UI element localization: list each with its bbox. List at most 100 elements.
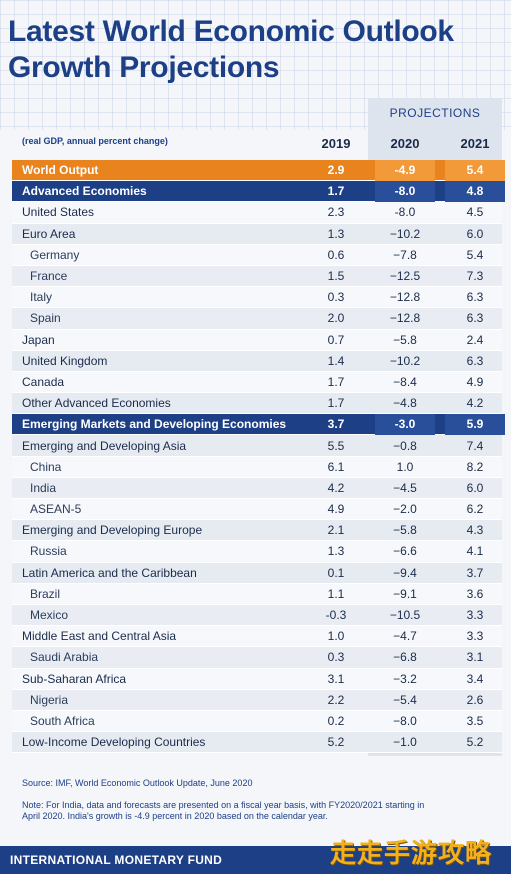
value-cell-2020: −2.0 <box>393 502 417 517</box>
value-cell-2019: 4.2 <box>327 480 345 495</box>
value-cell-2019: 0.7 <box>327 332 345 347</box>
value-cell-2021: 3.3 <box>466 608 484 623</box>
value-cell-2019: 1.4 <box>327 353 345 368</box>
value-cell-2021: 6.2 <box>466 502 484 517</box>
table-row: World Output 2.9 -4.9 5.4 <box>12 159 505 182</box>
table-row: Russia 1.3 −6.6 4.1 <box>12 541 502 563</box>
value-cell-2019: 1.5 <box>327 269 345 284</box>
row-label: Low-Income Developing Countries <box>22 735 206 750</box>
value-cell-2020: −4.5 <box>393 480 417 495</box>
value-cell-2019: 6.1 <box>327 459 345 474</box>
row-label: United Kingdom <box>22 353 108 368</box>
value-cell-2020: −5.4 <box>393 692 417 707</box>
value-cell-2020: −1.0 <box>393 735 417 750</box>
value-cell-2021: 4.3 <box>466 523 484 538</box>
value-cell-2020: −0.8 <box>393 438 417 453</box>
value-cell-2019: 1.7 <box>327 396 345 411</box>
value-cell-2019: 3.7 <box>327 417 345 432</box>
value-cell-2021: 3.1 <box>466 650 484 665</box>
value-cell-2021: 2.4 <box>466 332 484 347</box>
value-cell-2019: 2.3 <box>327 205 345 220</box>
value-cell-2021: 4.8 <box>445 180 505 202</box>
table-row: Advanced Economies 1.7 -8.0 4.8 <box>12 180 505 203</box>
table-row: China 6.1 1.0 8.2 <box>12 456 502 478</box>
value-cell-2021: 6.3 <box>466 311 484 326</box>
value-cell-2021: 6.3 <box>466 290 484 305</box>
value-cell-2021: 5.2 <box>466 735 484 750</box>
value-cell-2021: 3.3 <box>466 629 484 644</box>
value-cell-2019: 5.5 <box>327 438 345 453</box>
value-cell-2020: −6.8 <box>393 650 417 665</box>
value-cell-2021: 7.4 <box>466 438 484 453</box>
row-label: Nigeria <box>30 692 69 707</box>
value-cell-2020: −12.8 <box>389 290 421 305</box>
table-row: Saudi Arabia 0.3 −6.8 3.1 <box>12 647 502 669</box>
row-label: Brazil <box>30 586 61 601</box>
row-label: Italy <box>30 290 53 305</box>
row-label: Emerging and Developing Europe <box>22 523 203 538</box>
table-row: Low-Income Developing Countries 5.2 −1.0 5.… <box>12 732 502 754</box>
row-label: Middle East and Central Asia <box>22 629 177 644</box>
table-row: Canada 1.7 −8.4 4.9 <box>12 371 502 394</box>
table-row: Italy 0.3 −12.8 6.3 <box>12 287 502 309</box>
table-row: United States 2.3 -8.0 4.5 <box>12 202 502 224</box>
value-cell-2020: −10.2 <box>389 226 421 241</box>
unit-note: (real GDP, annual percent change) <box>22 136 168 146</box>
row-label: Saudi Arabia <box>30 650 99 665</box>
value-cell-2021: 4.2 <box>466 396 484 411</box>
value-cell-2020: 1.0 <box>396 459 414 474</box>
value-cell-2020: −3.2 <box>393 671 417 686</box>
row-label: Mexico <box>30 608 69 623</box>
row-label: South Africa <box>30 713 95 728</box>
value-cell-2021: 4.5 <box>466 205 484 220</box>
table-row: Other Advanced Economies 1.7 −4.8 4.2 <box>12 393 502 415</box>
table-row: Germany 0.6 −7.8 5.4 <box>12 244 502 266</box>
column-header-2019: 2019 <box>321 136 351 151</box>
watermark-text: 走走手游攻略 <box>330 838 493 868</box>
table-row: United Kingdom 1.4 −10.2 6.3 <box>12 350 502 372</box>
column-header-2020: 2020 <box>390 136 420 151</box>
value-cell-2019: 3.1 <box>327 671 345 686</box>
value-cell-2021: 3.4 <box>466 671 484 686</box>
value-cell-2020: −12.8 <box>389 311 421 326</box>
value-cell-2019: 0.1 <box>327 565 345 580</box>
value-cell-2019: 2.1 <box>327 523 345 538</box>
value-cell-2020: −8.0 <box>393 713 417 728</box>
table-row: India 4.2 −4.5 6.0 <box>12 477 502 499</box>
value-cell-2021: 3.7 <box>466 565 484 580</box>
growth-table: World Output 2.9 -4.9 5.4 Advanced Economies… <box>12 159 505 754</box>
value-cell-2020: -4.9 <box>375 159 435 181</box>
value-cell-2019: 1.3 <box>327 226 345 241</box>
row-label: Russia <box>30 544 67 559</box>
row-label: India <box>30 480 57 495</box>
value-cell-2020: -3.0 <box>375 413 435 435</box>
table-row: Euro Area 1.3 −10.2 6.0 <box>12 223 502 245</box>
value-cell-2021: 5.4 <box>466 247 484 262</box>
row-label: ASEAN-5 <box>30 502 82 517</box>
value-cell-2020: −4.8 <box>393 396 417 411</box>
row-label: Other Advanced Economies <box>22 396 171 411</box>
row-label: Japan <box>22 332 55 347</box>
table-row: ASEAN-5 4.9 −2.0 6.2 <box>12 499 502 521</box>
row-label: World Output <box>22 163 99 178</box>
footer-bar: INTERNATIONAL MONETARY FUND <box>0 846 511 874</box>
value-cell-2019: 0.3 <box>327 290 345 305</box>
value-cell-2019: 2.0 <box>327 311 345 326</box>
table-row: Sub-Saharan Africa 3.1 −3.2 3.4 <box>12 668 502 690</box>
table-row: Emerging and Developing Asia 5.5 −0.8 7.4 <box>12 435 502 457</box>
value-cell-2019: 1.3 <box>327 544 345 559</box>
row-label: Emerging and Developing Asia <box>22 438 187 453</box>
value-cell-2021: 6.0 <box>466 480 484 495</box>
row-label: United States <box>22 205 95 220</box>
table-row: Japan 0.7 −5.8 2.4 <box>12 329 502 351</box>
value-cell-2019: 0.3 <box>327 650 345 665</box>
value-cell-2019: 5.2 <box>327 735 345 750</box>
table-row: France 1.5 −12.5 7.3 <box>12 265 502 288</box>
table-row: Emerging and Developing Europe 2.1 −5.8 4.3 <box>12 520 502 542</box>
value-cell-2020: −5.8 <box>393 523 417 538</box>
row-label: Euro Area <box>22 226 76 241</box>
footer-text: INTERNATIONAL MONETARY FUND <box>10 853 223 867</box>
value-cell-2019: 1.0 <box>327 629 345 644</box>
value-cell-2020: −12.5 <box>389 269 421 284</box>
column-header-2021: 2021 <box>460 136 490 151</box>
